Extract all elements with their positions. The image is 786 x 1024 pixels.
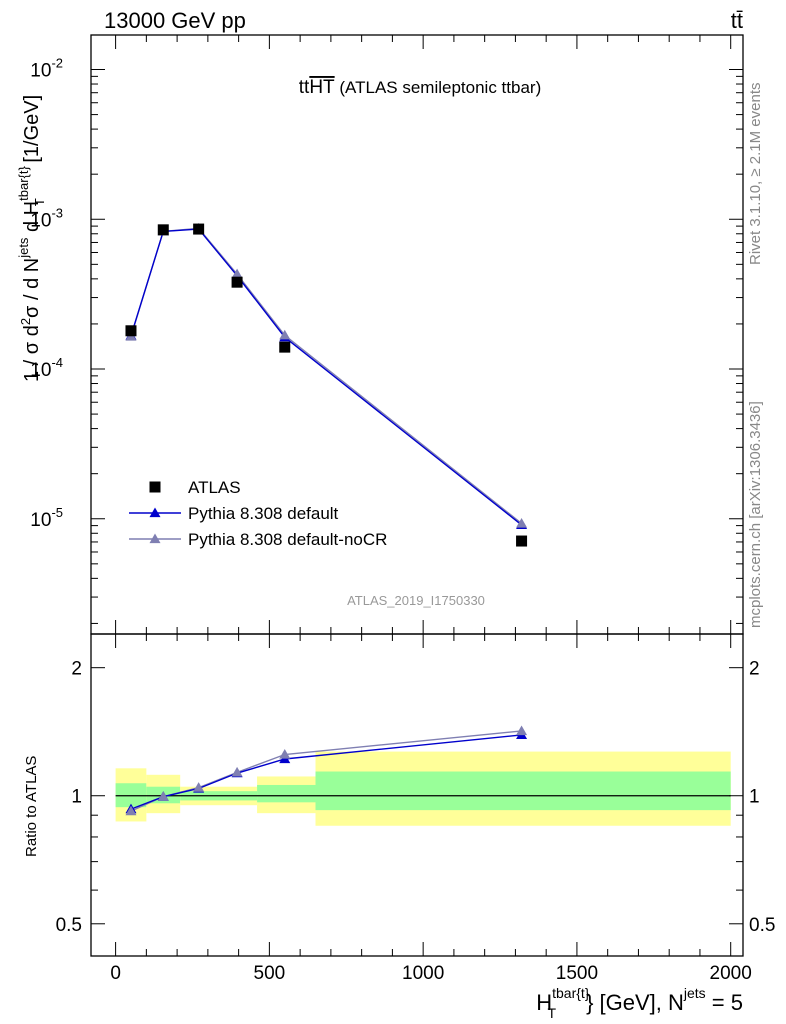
marker-atlas (125, 325, 137, 337)
main-y-tick-label-base: 10 (30, 61, 51, 82)
main-y-tick-label-exp: -4 (51, 355, 63, 370)
ratio-y-tick-label-right: 1 (749, 787, 760, 808)
main-y-tick-label-base: 10 (30, 360, 51, 381)
rivet-label: Rivet 3.1.10, ≥ 2.1M events (747, 83, 764, 266)
ratio-panel: 0 500 1000 1500 2000 0.5 0.5 1 1 2 2 (56, 633, 775, 984)
marker-atlas (516, 535, 528, 547)
main-y-tick-label: 10-5 (30, 505, 63, 531)
ratio-y-tick-label-right: 2 (749, 659, 760, 680)
legend-marker-atlas (149, 481, 161, 493)
x-tick-label: 1000 (402, 963, 444, 984)
series-line-default (130, 228, 523, 526)
ratio-y-tick-label-right: 0.5 (749, 915, 775, 936)
energy-label: 13000 GeV pp (104, 8, 246, 33)
x-tick-label: 1500 (556, 963, 598, 984)
mcplots-label: mcplots.cern.ch [arXiv:1306.3436] (747, 401, 764, 628)
legend-label: Pythia 8.308 default (188, 504, 339, 523)
uncertainty-band-inner (257, 784, 316, 803)
main-y-tick-label-exp: -5 (51, 505, 63, 520)
main-y-tick-label-exp: -2 (51, 56, 63, 71)
chart-title: ttHT (ATLAS semileptonic ttbar) (299, 77, 541, 98)
ratio-ylabel: Ratio to ATLAS (23, 756, 40, 857)
main-y-tick-label: 10-2 (30, 56, 63, 82)
ratio-line-default (130, 734, 522, 810)
marker-default-nocr (231, 268, 243, 279)
main-y-tick-label-base: 10 (30, 210, 51, 231)
main-y-tick-label: 10-3 (30, 205, 63, 231)
ratio-y-tick-label-left: 2 (71, 659, 82, 680)
ratio-frame (90, 633, 744, 957)
ratio-marker-default-nocr (231, 766, 243, 777)
main-y-tick-label-exp: -3 (51, 205, 63, 220)
ratio-marker-default-nocr (516, 725, 528, 736)
chart-title-overline: HT (309, 77, 335, 98)
x-axis-label: Htbar{t} T} [GeV], Njets = 5 (536, 985, 743, 1021)
marker-atlas (231, 276, 243, 288)
ratio-marker-default-nocr (279, 749, 291, 759)
ratio-marker-default-nocr (193, 782, 205, 792)
main-ylabel: 1 / σ d2σ / d Njets d Htbar{t}T [1/GeV] (16, 95, 47, 382)
marker-atlas (193, 223, 205, 235)
main-y-tick-label-base: 10 (30, 510, 51, 531)
legend-label: Pythia 8.308 default-noCR (188, 530, 387, 549)
process-label: tt̄ (731, 8, 743, 33)
x-tick-label: 500 (254, 963, 286, 984)
uncertainty-band-inner (315, 771, 731, 811)
marker-atlas (279, 341, 291, 353)
chart-title-main: tt (299, 77, 310, 98)
marker-default-nocr (279, 329, 291, 340)
ratio-y-tick-label-left: 1 (71, 787, 82, 808)
marker-default-nocr (516, 517, 528, 528)
legend-marker-default-nocr (149, 533, 161, 544)
legend-label: ATLAS (188, 478, 241, 497)
legend-marker-default (149, 507, 161, 518)
x-tick-label: 0 (110, 963, 121, 984)
x-tick-label: 2000 (710, 963, 752, 984)
main-y-tick-label: 10-4 (30, 355, 63, 381)
ratio-y-tick-label-left: 0.5 (56, 915, 82, 936)
analysis-id: ATLAS_2019_I1750330 (347, 593, 485, 608)
chart-title-rest: (ATLAS semileptonic ttbar) (335, 78, 542, 97)
marker-atlas (157, 224, 169, 236)
ratio-marker-default-nocr (157, 791, 169, 801)
ratio-marker-default-nocr (125, 805, 137, 816)
